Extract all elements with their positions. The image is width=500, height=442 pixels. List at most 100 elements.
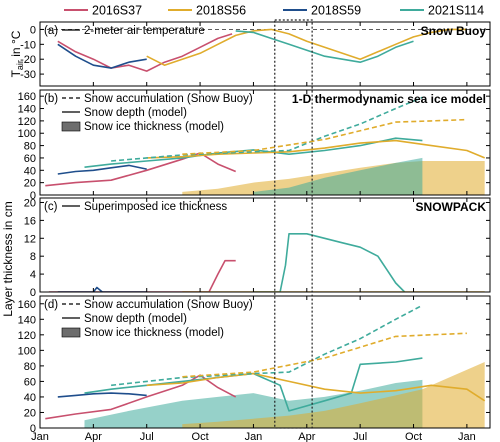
legend-key-box xyxy=(61,121,81,132)
y-tick-label: 16 xyxy=(24,215,36,227)
legend-label-2018S56: 2018S56 xyxy=(196,4,246,18)
y-tick-label: 60 xyxy=(24,376,36,388)
x-tick-label: Oct xyxy=(192,431,209,442)
y-tick-label: 40 xyxy=(24,392,36,404)
panel-frame xyxy=(39,21,491,87)
ylabel-rest: in °C xyxy=(9,30,23,60)
legend-label-2016S37: 2016S37 xyxy=(92,4,142,18)
y-tick-label: 0 xyxy=(30,287,36,299)
y-tick-label: -30 xyxy=(20,69,36,81)
x-tick-label: Jan xyxy=(245,431,263,442)
snow-depth-line-2016S37 xyxy=(45,374,237,420)
shared-ylabel: Layer thickness in cm xyxy=(1,201,15,316)
highlight-window xyxy=(274,19,313,429)
snow-depth-line-2018S56 xyxy=(146,139,486,159)
y-tick-label: 40 xyxy=(24,165,36,177)
panel-a: 0 -10 -20 -30 (a) 2-meter air temperature Snow… xyxy=(9,21,491,87)
snow-accumulation-line-2021S114 xyxy=(111,304,423,387)
y-tick-label: 0 xyxy=(30,423,36,435)
highlight-window-rect xyxy=(274,19,313,429)
x-axis: Jan Apr Jul Oct Jan Apr Jul Oct Jan xyxy=(31,431,476,442)
snow-depth-line-2021S114 xyxy=(84,137,423,168)
panel-legend-label: Snow ice thickness (model) xyxy=(84,327,224,339)
panel-title: 1-D thermodynamic sea ice model xyxy=(292,92,486,106)
y-tick-label: 60 xyxy=(24,153,36,165)
y-tick-label: 120 xyxy=(18,330,36,342)
x-tick-label: Jan xyxy=(31,431,49,442)
y-tick-label: 8 xyxy=(30,251,36,263)
panel-label: (b) xyxy=(44,93,58,105)
y-tick-label: 12 xyxy=(24,233,36,245)
panel-legend-label: Snow depth (model) xyxy=(84,107,187,119)
series-line-2021S114 xyxy=(253,233,406,292)
snow-depth-line-2018S59 xyxy=(57,392,147,398)
panels: 0 -10 -20 -30 (a) 2-meter air temperature Snow… xyxy=(9,21,491,435)
panel-legend-label: 2-meter air temperature xyxy=(84,25,205,37)
panel-label: (c) xyxy=(44,201,58,213)
panel-frame xyxy=(39,89,491,196)
panel-c: 0 4 8 12 16 20 (c) Superimposed ice thickness SN… xyxy=(24,197,491,299)
snow-ice-area-2018S56 xyxy=(182,362,485,428)
panel-legend-label: Snow depth (model) xyxy=(84,313,187,325)
panel-legend-label: Snow ice thickness (model) xyxy=(84,121,224,133)
plot-area-a xyxy=(40,28,490,72)
panel-label: (a) xyxy=(44,25,58,37)
y-tick-label: 80 xyxy=(24,361,36,373)
y-tick-label: 20 xyxy=(24,178,36,190)
legend-key-box xyxy=(61,327,81,338)
panel-frame xyxy=(39,295,491,429)
snow-depth-line-2018S59 xyxy=(57,164,147,175)
panel-title: Snow Buoy xyxy=(421,24,487,38)
plot-area-c xyxy=(48,233,485,292)
y-tick-label: 160 xyxy=(18,91,36,103)
y-tick-label: -10 xyxy=(20,39,36,51)
snow-depth-line-2016S37 xyxy=(45,152,237,187)
panel-ylabel: Tair in °C xyxy=(9,30,25,77)
series-legend: 2016S37 2018S56 2018S59 2021S114 xyxy=(64,4,484,18)
panel-legend-label: Superimposed ice thickness xyxy=(84,201,227,213)
panel-legend-label: Snow accumulation (Snow Buoy) xyxy=(84,299,253,311)
ylabel-main: T xyxy=(9,69,23,77)
x-tick-label: Jan xyxy=(458,431,476,442)
x-tick-label: Jul xyxy=(353,431,367,442)
y-tick-label: 160 xyxy=(18,299,36,311)
panel-frame xyxy=(39,197,491,293)
y-tick-label: 140 xyxy=(18,314,36,326)
legend-label-2021S114: 2021S114 xyxy=(428,4,484,18)
ylabel-sub: air xyxy=(15,60,25,70)
y-tick-label: 100 xyxy=(18,128,36,140)
series-line-2018S56 xyxy=(146,28,467,66)
y-tick-label: 140 xyxy=(18,104,36,116)
snow-ice-area-2021S114 xyxy=(253,157,423,195)
plot-area-b xyxy=(45,96,486,195)
x-tick-label: Apr xyxy=(85,431,102,442)
series-line-2016S37 xyxy=(48,259,236,292)
panel-title: SNOWPACK xyxy=(416,200,487,214)
y-tick-label: 20 xyxy=(24,197,36,209)
x-tick-label: Apr xyxy=(298,431,315,442)
series-line-2018S59 xyxy=(57,43,147,69)
series-line-2018S59 xyxy=(57,286,147,292)
series-line-2021S114 xyxy=(235,30,414,64)
panel-legend-label: Snow accumulation (Snow Buoy) xyxy=(84,93,253,105)
y-tick-label: 80 xyxy=(24,141,36,153)
plot-area-d xyxy=(45,304,486,428)
snow-accumulation-line-2018S56 xyxy=(182,118,467,155)
y-tick-label: 20 xyxy=(24,407,36,419)
panel-label: (d) xyxy=(44,299,58,311)
y-tick-label: 0 xyxy=(30,190,36,202)
y-tick-label: -20 xyxy=(20,54,36,66)
y-tick-label: 100 xyxy=(18,345,36,357)
x-tick-label: Jul xyxy=(140,431,154,442)
snow-depth-line-2018S56 xyxy=(146,372,486,402)
x-tick-label: Oct xyxy=(405,431,422,442)
legend-label-2018S59: 2018S59 xyxy=(311,4,361,18)
snow-accumulation-line-2018S56 xyxy=(182,332,467,378)
y-tick-label: 4 xyxy=(30,269,36,281)
panel-d: 0 20 40 60 80 100 120 140 160 (d) Snow accumulatio… xyxy=(18,295,491,435)
y-tick-label: 0 xyxy=(30,24,36,36)
series-line-2016S37 xyxy=(57,33,233,72)
y-tick-label: 120 xyxy=(18,116,36,128)
